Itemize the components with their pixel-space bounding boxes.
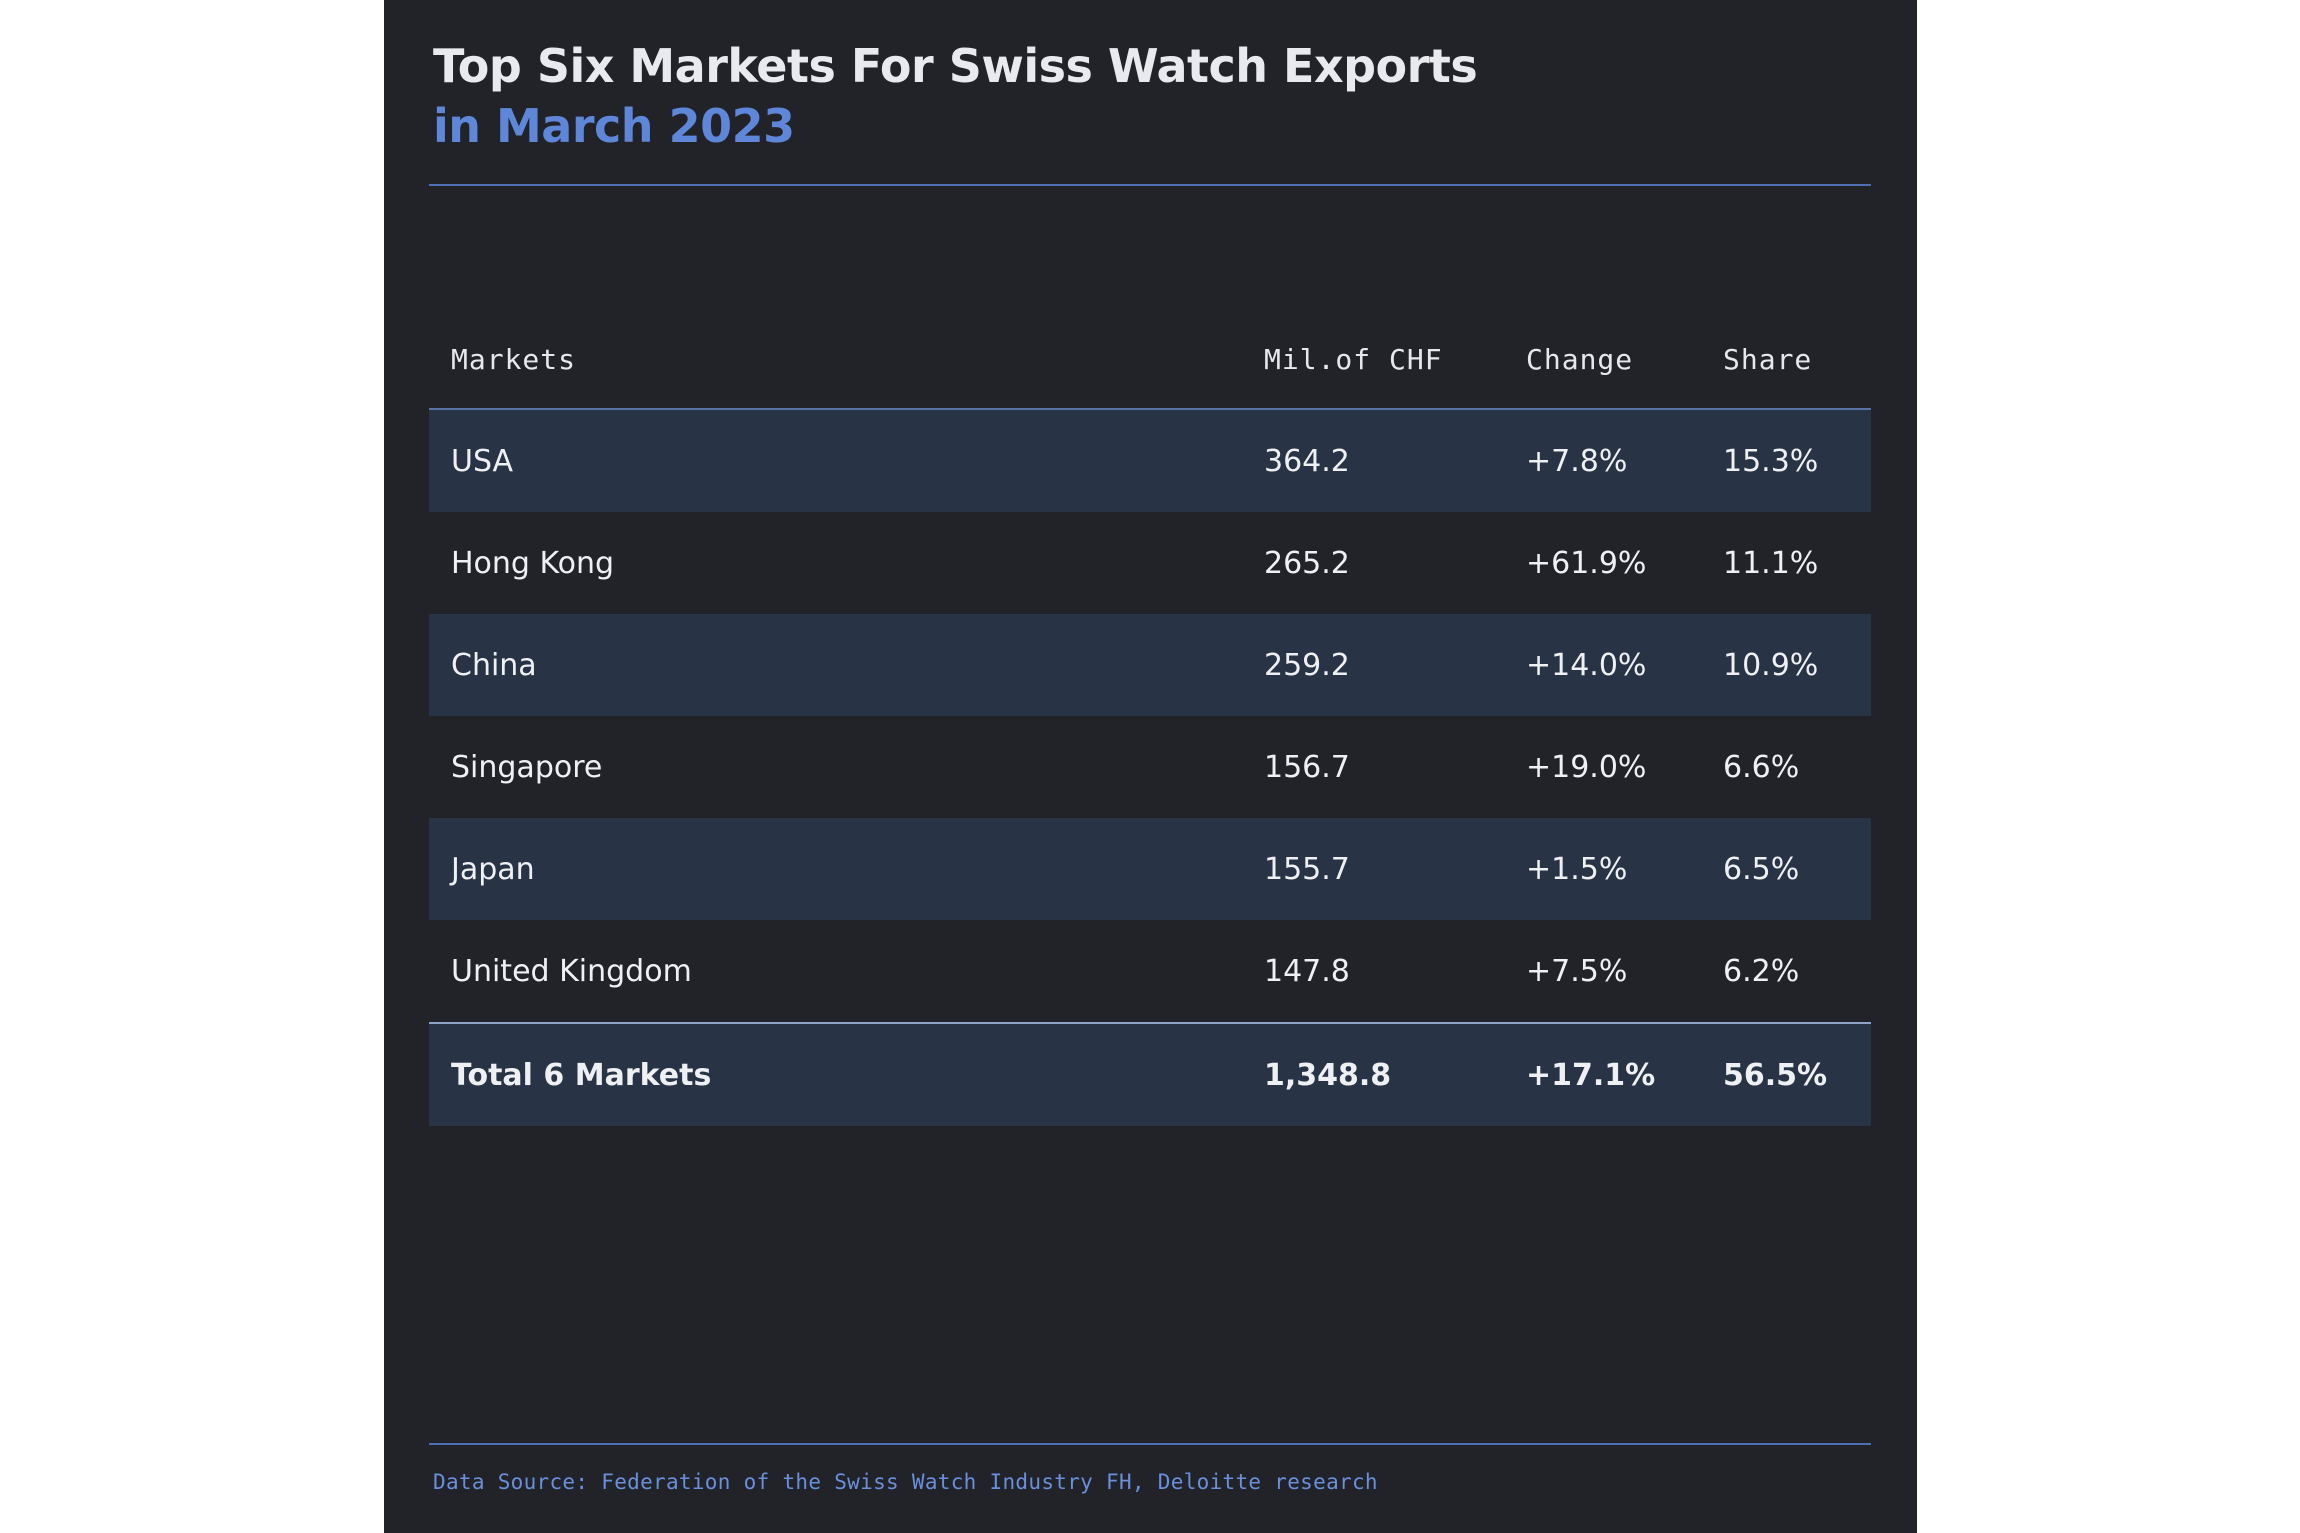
- market-value: 147.8: [1264, 953, 1350, 989]
- market-value: 364.2: [1264, 443, 1350, 479]
- column-header-markets: Markets: [451, 342, 577, 376]
- market-name: United Kingdom: [451, 953, 692, 989]
- chart-title: Top Six Markets For Swiss Watch Exports …: [433, 36, 1478, 156]
- total-share: 56.5%: [1723, 1057, 1828, 1093]
- column-header-share: Share: [1723, 342, 1813, 376]
- title-line-2: in March 2023: [433, 99, 795, 153]
- market-change: +7.5%: [1526, 953, 1628, 989]
- column-header-change: Change: [1526, 342, 1634, 376]
- table-row: China 259.2 +14.0% 10.9%: [429, 614, 1871, 716]
- market-share: 6.5%: [1723, 851, 1800, 887]
- top-divider: [429, 184, 1871, 186]
- market-change: +7.8%: [1526, 443, 1628, 479]
- market-share: 10.9%: [1723, 647, 1819, 683]
- market-name: USA: [451, 443, 514, 479]
- market-value: 259.2: [1264, 647, 1350, 683]
- table-row: Singapore 156.7 +19.0% 6.6%: [429, 716, 1871, 818]
- market-change: +61.9%: [1526, 545, 1647, 581]
- table-header-row: Markets Mil.of CHF Change Share: [429, 310, 1871, 410]
- market-value: 265.2: [1264, 545, 1350, 581]
- table-row: Hong Kong 265.2 +61.9% 11.1%: [429, 512, 1871, 614]
- exports-table: Markets Mil.of CHF Change Share USA 364.…: [429, 310, 1871, 1126]
- total-value: 1,348.8: [1264, 1057, 1392, 1093]
- table-row: Japan 155.7 +1.5% 6.5%: [429, 818, 1871, 920]
- market-name: China: [451, 647, 537, 683]
- market-name: Hong Kong: [451, 545, 615, 581]
- market-change: +19.0%: [1526, 749, 1647, 785]
- market-change: +1.5%: [1526, 851, 1628, 887]
- total-label: Total 6 Markets: [451, 1057, 712, 1093]
- market-value: 156.7: [1264, 749, 1350, 785]
- total-change: +17.1%: [1526, 1057, 1656, 1093]
- market-share: 6.2%: [1723, 953, 1800, 989]
- column-header-value: Mil.of CHF: [1264, 342, 1443, 376]
- market-name: Japan: [451, 851, 535, 887]
- table-row: USA 364.2 +7.8% 15.3%: [429, 410, 1871, 512]
- data-source-note: Data Source: Federation of the Swiss Wat…: [433, 1470, 1378, 1494]
- market-share: 11.1%: [1723, 545, 1819, 581]
- table-row: United Kingdom 147.8 +7.5% 6.2%: [429, 920, 1871, 1022]
- total-row: Total 6 Markets 1,348.8 +17.1% 56.5%: [429, 1022, 1871, 1126]
- market-share: 6.6%: [1723, 749, 1800, 785]
- bottom-divider: [429, 1443, 1871, 1445]
- market-share: 15.3%: [1723, 443, 1819, 479]
- market-change: +14.0%: [1526, 647, 1647, 683]
- market-name: Singapore: [451, 749, 603, 785]
- infographic-panel: Top Six Markets For Swiss Watch Exports …: [384, 0, 1917, 1533]
- market-value: 155.7: [1264, 851, 1350, 887]
- title-line-1: Top Six Markets For Swiss Watch Exports: [433, 39, 1478, 93]
